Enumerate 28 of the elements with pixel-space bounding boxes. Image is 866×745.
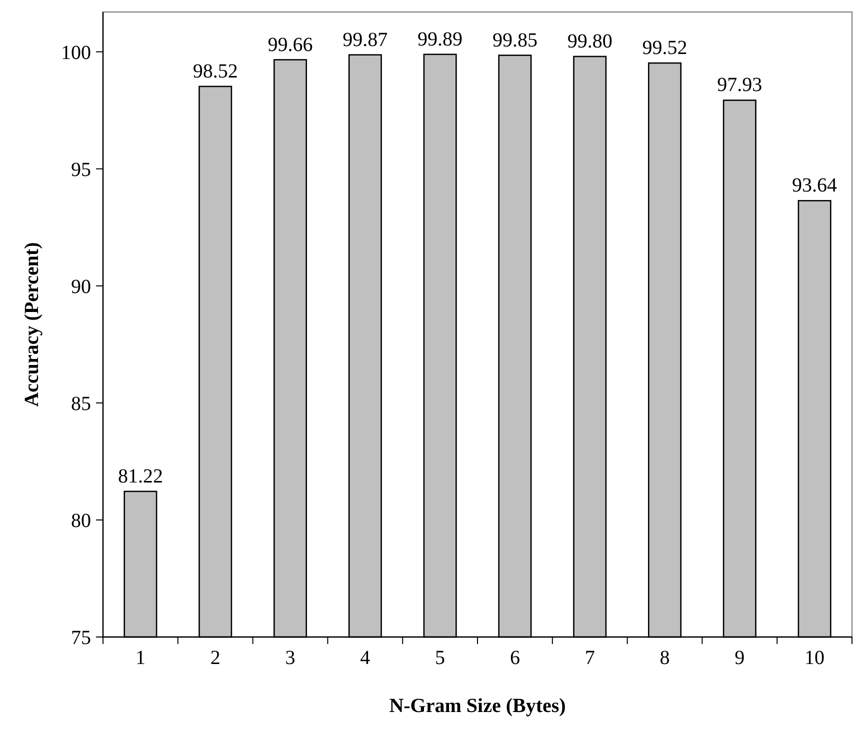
x-tick-label: 4 <box>360 647 370 669</box>
x-tick-label: 2 <box>210 647 220 669</box>
x-tick-label: 9 <box>734 647 745 669</box>
y-tick-label: 85 <box>71 392 91 415</box>
x-tick-label: 8 <box>660 647 670 669</box>
y-tick-label: 90 <box>71 276 91 298</box>
y-tick-label: 75 <box>71 627 91 649</box>
y-tick-label: 80 <box>71 510 91 532</box>
data-label: 99.87 <box>342 28 388 51</box>
data-label: 93.64 <box>792 174 838 197</box>
data-label: 99.89 <box>418 28 463 50</box>
data-label: 81.22 <box>118 465 163 488</box>
x-tick-label: 3 <box>285 647 296 669</box>
x-tick-label: 7 <box>584 647 595 669</box>
data-label: 99.80 <box>567 30 612 52</box>
x-tick-label: 1 <box>135 647 146 669</box>
data-label: 98.52 <box>192 60 238 82</box>
data-label: 97.93 <box>717 74 762 96</box>
data-label: 99.52 <box>642 37 688 60</box>
data-label: 99.66 <box>268 34 313 56</box>
x-axis-title: N-Gram Size (Bytes) <box>389 695 566 717</box>
y-tick-label: 100 <box>61 42 91 64</box>
data-label: 99.85 <box>492 29 538 52</box>
x-tick-label: 5 <box>435 647 446 669</box>
y-tick-label: 95 <box>71 158 91 181</box>
y-axis-title: Accuracy (Percent) <box>21 242 43 407</box>
x-tick-label: 6 <box>510 647 520 669</box>
x-tick-label: 10 <box>804 647 825 669</box>
